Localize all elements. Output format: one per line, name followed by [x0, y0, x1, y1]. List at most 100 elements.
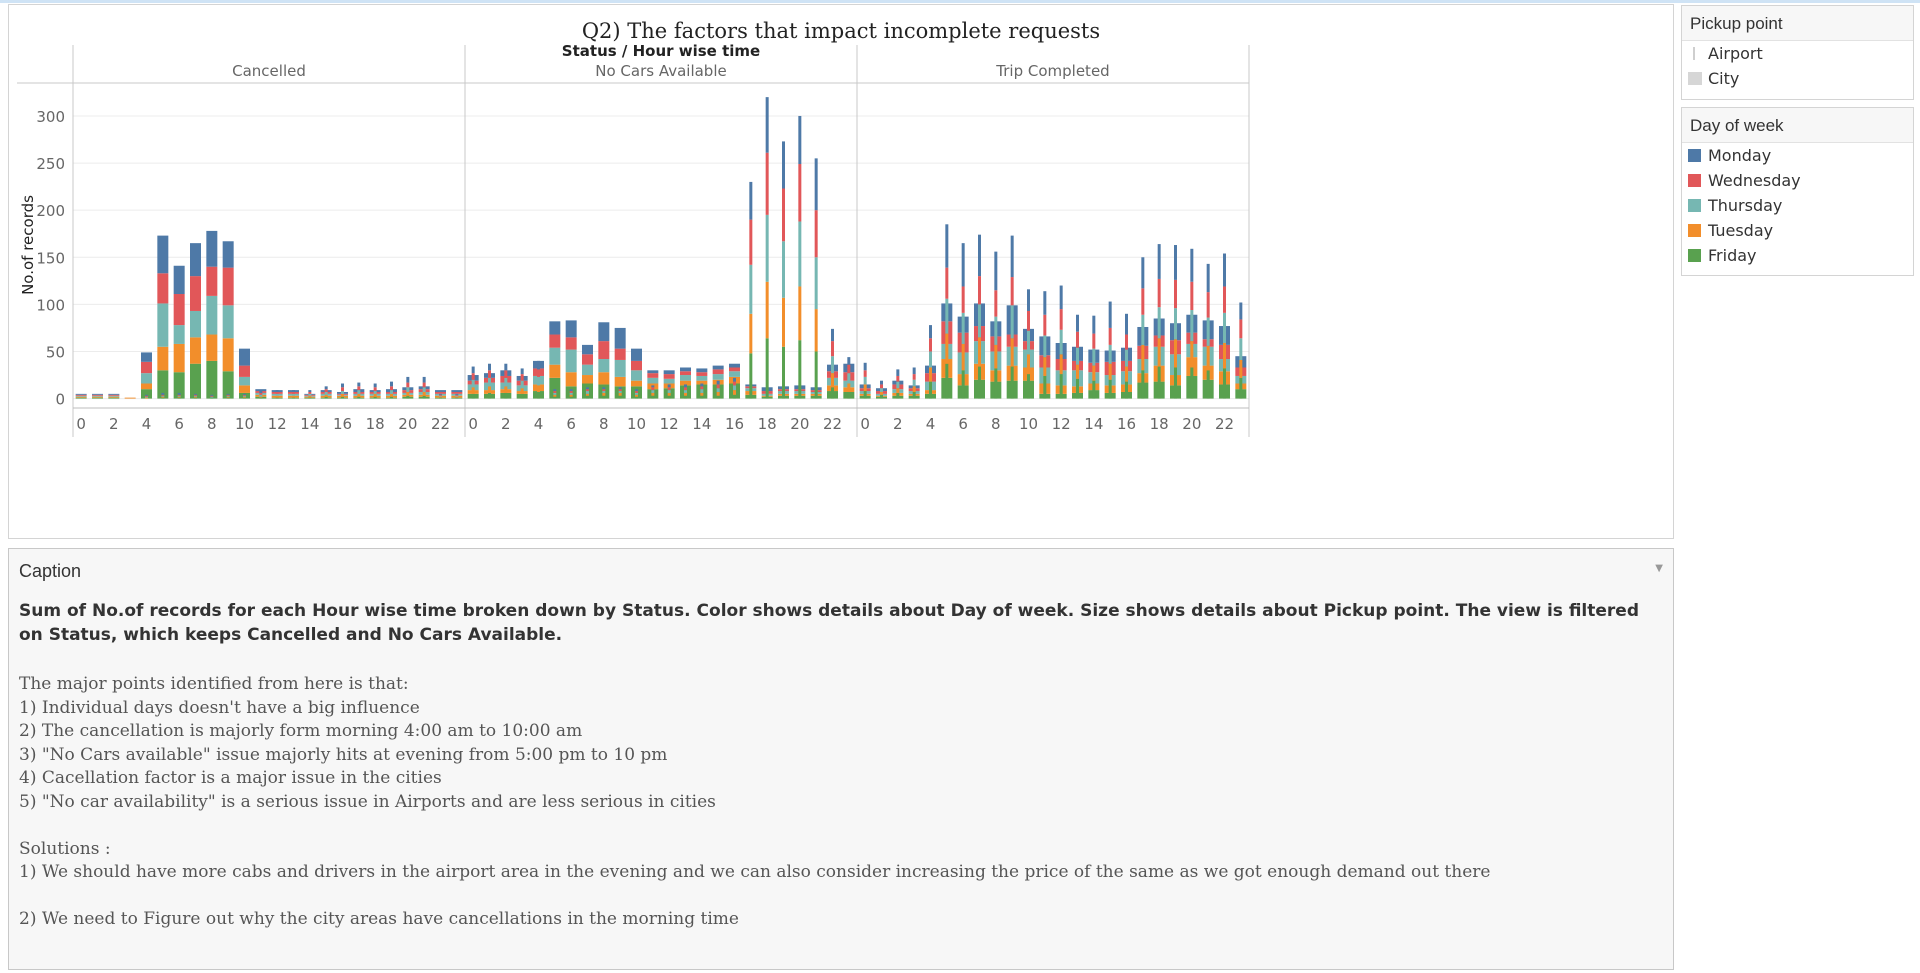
bar-segment-airport-thursday	[1157, 307, 1161, 339]
bar-segment-city-thursday	[222, 305, 234, 339]
x-tick-label: 6	[958, 415, 968, 433]
legend-label-wednesday: Wednesday	[1708, 171, 1801, 190]
x-tick-label: 20	[790, 415, 809, 433]
bar-segment-city-tuesday	[222, 338, 234, 372]
bar-segment-airport-wednesday	[439, 394, 442, 396]
bar-segment-airport-thursday	[961, 312, 965, 344]
bar-segment-airport-thursday	[896, 381, 900, 389]
y-tick-label: 0	[55, 391, 65, 409]
bar-segment-city-wednesday	[582, 354, 593, 365]
x-tick-label: 4	[926, 415, 936, 433]
bar-segment-airport-friday	[488, 392, 491, 399]
caption-line: 2) The cancellation is majorly form morn…	[19, 721, 583, 741]
bar-segment-city-monday	[92, 393, 103, 395]
x-tick-label: 18	[1150, 415, 1169, 433]
bar-segment-airport-wednesday	[684, 387, 687, 391]
bar-segment-city-tuesday	[173, 343, 185, 373]
bar-segment-airport-tuesday	[422, 391, 426, 396]
bar-segment-airport-friday	[210, 397, 214, 399]
bar-segment-airport-tuesday	[602, 392, 606, 396]
bar-segment-city-friday	[92, 397, 103, 399]
size-mark-narrow-icon	[1693, 47, 1695, 60]
legend-item-airport[interactable]: Airport	[1682, 41, 1913, 66]
bar-segment-airport-wednesday	[929, 338, 932, 352]
bar-segment-city-wednesday	[647, 373, 659, 378]
bar-segment-city-tuesday	[190, 337, 201, 364]
x-tick-label: 16	[725, 415, 744, 433]
bar-segment-airport-friday	[292, 397, 295, 399]
bar-segment-airport-monday	[373, 383, 377, 388]
bar-segment-city-thursday	[598, 359, 610, 373]
bar-segment-city-tuesday	[157, 346, 169, 371]
bar-segment-airport-wednesday	[1010, 277, 1014, 306]
bar-segment-airport-wednesday	[994, 290, 998, 317]
bar-segment-airport-monday	[733, 377, 736, 382]
bar-segment-city-thursday	[75, 395, 87, 397]
bar-segment-city-friday	[222, 371, 234, 399]
bar-segment-airport-monday	[504, 363, 508, 371]
bar-segment-city-thursday	[190, 310, 201, 338]
bar-segment-city-tuesday	[696, 380, 708, 385]
bar-segment-airport-tuesday	[733, 390, 736, 395]
legend-item-monday[interactable]: Monday	[1682, 143, 1913, 168]
bar-segment-airport-tuesday	[1059, 354, 1063, 375]
bar-segment-airport-monday	[700, 383, 704, 387]
bar-segment-airport-tuesday	[1043, 357, 1047, 376]
bar-segment-airport-friday	[994, 368, 998, 399]
bar-segment-airport-tuesday	[863, 384, 867, 392]
bar-segment-airport-tuesday	[700, 392, 704, 396]
bar-segment-airport-wednesday	[569, 391, 573, 393]
bar-segment-city-monday	[239, 348, 250, 366]
y-tick-label: 100	[36, 296, 65, 314]
day-of-week-legend[interactable]: Day of week Monday Wednesday Thursday Tu…	[1681, 107, 1914, 276]
bar-segment-city-monday	[729, 363, 740, 368]
bar-segment-airport-friday	[324, 396, 328, 399]
bar-segment-city-monday	[108, 393, 120, 395]
bar-segment-airport-friday	[896, 392, 900, 399]
bar-segment-airport-monday	[422, 376, 426, 383]
bar-segment-airport-monday	[1190, 248, 1194, 282]
bar-segment-airport-thursday	[765, 214, 769, 282]
pickup-point-legend[interactable]: Pickup point Airport City	[1681, 5, 1914, 100]
bar-segment-airport-thursday	[1190, 310, 1194, 342]
bar-segment-airport-tuesday	[504, 386, 508, 393]
bar-segment-airport-wednesday	[210, 395, 214, 397]
chevron-down-icon[interactable]: ▼	[1655, 563, 1663, 574]
x-tick-label: 12	[660, 415, 679, 433]
bar-segment-airport-tuesday	[226, 396, 230, 398]
bar-segment-airport-friday	[194, 397, 197, 399]
bar-segment-airport-friday	[504, 392, 508, 399]
bar-segment-airport-wednesday	[1141, 288, 1145, 315]
x-tick-label: 8	[599, 415, 609, 433]
bar-segment-airport-friday	[1174, 367, 1177, 399]
bar-segment-airport-tuesday	[1223, 343, 1226, 369]
legend-item-thursday[interactable]: Thursday	[1682, 193, 1913, 218]
bar-segment-airport-monday	[1027, 289, 1030, 311]
bar-segment-airport-monday	[292, 390, 295, 392]
bar-segment-airport-monday	[651, 385, 655, 388]
bar-segment-city-thursday	[92, 395, 103, 397]
legend-item-friday[interactable]: Friday	[1682, 243, 1913, 268]
bar-segment-airport-wednesday	[488, 370, 491, 378]
bar-segment-airport-wednesday	[373, 387, 377, 392]
bar-segment-airport-tuesday	[635, 394, 638, 397]
bar-segment-airport-monday	[537, 360, 540, 370]
bar-segment-city-wednesday	[75, 394, 87, 396]
bar-segment-airport-monday	[488, 363, 491, 371]
bar-segment-city-thursday	[582, 364, 593, 376]
bar-segment-airport-friday	[1108, 379, 1112, 399]
bar-segment-city-monday	[582, 344, 593, 355]
legend-item-tuesday[interactable]: Tuesday	[1682, 218, 1913, 243]
bar-segment-city-thursday	[141, 373, 152, 384]
bar-segment-city-wednesday	[680, 371, 691, 376]
bar-segment-airport-thursday	[586, 391, 589, 394]
legend-item-wednesday[interactable]: Wednesday	[1682, 168, 1913, 193]
bar-segment-airport-wednesday	[1157, 278, 1161, 308]
legend-label-friday: Friday	[1708, 246, 1757, 265]
bar-segment-airport-monday	[863, 362, 867, 371]
bar-segment-airport-friday	[357, 396, 361, 399]
bar-segment-city-friday	[173, 372, 185, 399]
legend-item-city[interactable]: City	[1682, 66, 1913, 91]
bar-segment-airport-friday	[177, 397, 181, 399]
bar-segment-airport-tuesday	[618, 392, 622, 396]
